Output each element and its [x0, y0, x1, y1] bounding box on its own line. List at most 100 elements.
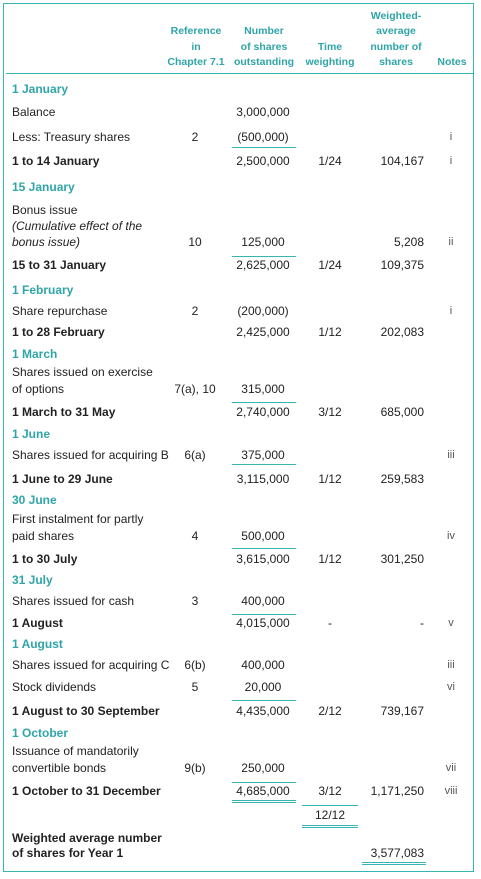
cell-notes: iii	[447, 449, 455, 461]
cell-desc: 30 June	[12, 493, 57, 507]
table-row: Balance 3,000,000	[0, 105, 481, 125]
header-reference-line: Chapter 7.1	[167, 56, 225, 68]
cell-desc: bonus issue)	[12, 235, 81, 249]
underline	[302, 827, 358, 828]
cell-ref: 2	[191, 304, 199, 318]
cell-time: -	[328, 616, 332, 630]
cell-weighted: -	[420, 616, 424, 630]
cell-ref: 6(a)	[184, 448, 206, 462]
cell-shares: 400,000	[241, 658, 285, 672]
cell-shares: (500,000)	[237, 130, 289, 144]
underline	[232, 402, 296, 403]
cell-desc: 15 to 31 January	[12, 258, 107, 272]
table-row: First instalment for partly	[0, 512, 481, 532]
header-reference-line: in	[191, 40, 201, 53]
table-row: 1 June to 29 June 3,115,000 1/12 259,583	[0, 472, 481, 492]
table-row: 1 March to 31 May 2,740,000 3/12 685,000	[0, 405, 481, 425]
underline	[232, 782, 296, 783]
cell-notes: v	[448, 617, 454, 629]
table-row: of options 7(a), 10 315,000	[0, 382, 481, 402]
header-time: Time weighting	[302, 40, 358, 71]
table-row: Issuance of mandatorily	[0, 744, 481, 764]
underline	[302, 825, 358, 826]
cell-ref: 9(b)	[184, 761, 206, 775]
table-row: 1 October to 31 December 4,685,000 3/12 1,1…	[0, 784, 481, 804]
cell-desc: 1 August	[12, 637, 63, 651]
table-row: Shares issued for cash 3 400,000	[0, 594, 481, 614]
underline	[232, 800, 296, 801]
header-weighted-line: number of	[370, 40, 422, 53]
cell-shares: 4,685,000	[236, 784, 290, 798]
table-row: 1 to 28 February 2,425,000 1/12 202,083	[0, 325, 481, 345]
table-row: Shares issued for acquiring B 6(a) 375,000…	[0, 448, 481, 468]
underline	[302, 805, 358, 806]
table-row: 30 June	[0, 493, 481, 513]
cell-desc: Share repurchase	[12, 304, 108, 318]
table-row: convertible bonds 9(b) 250,000 vii	[0, 761, 481, 781]
cell-desc: (Cumulative effect of the	[12, 219, 143, 233]
cell-notes: i	[449, 305, 453, 317]
header-weighted-line: shares	[379, 56, 413, 68]
cell-desc: 1 to 14 January	[12, 154, 100, 168]
cell-time: 1/12	[318, 325, 342, 339]
cell-ref: 6(b)	[184, 658, 206, 672]
cell-shares: 4,015,000	[236, 616, 290, 630]
header-rule	[6, 73, 474, 74]
underline	[232, 700, 296, 701]
header-shares: Number of shares outstanding	[228, 24, 300, 71]
cell-notes: i	[449, 131, 453, 143]
cell-shares: 2,500,000	[236, 154, 290, 168]
header-weighted: Weighted- average number of shares	[360, 9, 432, 71]
underline	[232, 614, 296, 615]
table-row: 1 to 30 July 3,615,000 1/12 301,250	[0, 552, 481, 572]
header-shares-line: outstanding	[233, 56, 295, 68]
cell-shares: 3,115,000	[236, 472, 290, 486]
cell-weighted: 301,250	[380, 552, 424, 566]
cell-weighted: 104,167	[380, 154, 424, 168]
cell-notes: vii	[445, 762, 457, 774]
cell-ref: 2	[191, 130, 199, 144]
table-row: (Cumulative effect of the	[0, 219, 481, 239]
cell-notes: i	[449, 155, 453, 167]
table-row: 1 February	[0, 283, 481, 303]
table-row: of shares for Year 1 3,577,083	[0, 846, 481, 866]
header-weighted-line: Weighted-	[370, 9, 422, 22]
cell-ref: 10	[188, 235, 202, 249]
table-row: Share repurchase 2 (200,000) i	[0, 304, 481, 324]
cell-weighted: 5,208	[393, 235, 424, 249]
table-row: Shares issued for acquiring C 6(b) 400,000…	[0, 658, 481, 678]
header-reference: Reference in Chapter 7.1	[160, 24, 232, 71]
header-weighted-line: average	[376, 25, 416, 37]
cell-desc: of shares for Year 1	[12, 846, 124, 860]
cell-shares: 400,000	[241, 594, 285, 608]
cell-desc: 15 January	[12, 180, 75, 194]
cell-desc: Balance	[12, 105, 56, 119]
cell-time: 1/24	[318, 154, 342, 168]
cell-weighted: 739,167	[380, 704, 424, 718]
cell-desc: 1 February	[12, 283, 74, 297]
cell-desc: 1 to 28 February	[12, 325, 105, 339]
table-row: 1 January	[0, 82, 481, 102]
cell-weighted: 202,083	[380, 325, 424, 339]
cell-time: 1/12	[318, 472, 342, 486]
cell-weighted: 259,583	[380, 472, 424, 486]
table-row: Less: Treasury shares 2 (500,000) i	[0, 130, 481, 150]
cell-notes: vi	[447, 681, 455, 693]
cell-shares: 2,425,000	[236, 325, 290, 339]
header-time-line: weighting	[305, 56, 355, 68]
cell-desc: 1 October	[12, 726, 69, 740]
header-shares-line: Number	[244, 25, 284, 37]
cell-weighted: 1,171,250	[370, 784, 424, 798]
table-row: 1 June	[0, 427, 481, 447]
cell-time: 1/12	[318, 552, 342, 566]
underline	[362, 862, 426, 863]
cell-weighted: 109,375	[380, 258, 424, 272]
cell-desc: Less: Treasury shares	[12, 130, 131, 144]
cell-time: 3/12	[318, 784, 342, 798]
table-row: 12/12	[0, 808, 481, 828]
cell-ref: 4	[191, 529, 199, 543]
cell-desc: Bonus issue	[12, 203, 78, 217]
table-row: 15 January	[0, 180, 481, 200]
table-row: Bonus issue	[0, 203, 481, 223]
cell-desc: 1 June	[12, 427, 51, 441]
